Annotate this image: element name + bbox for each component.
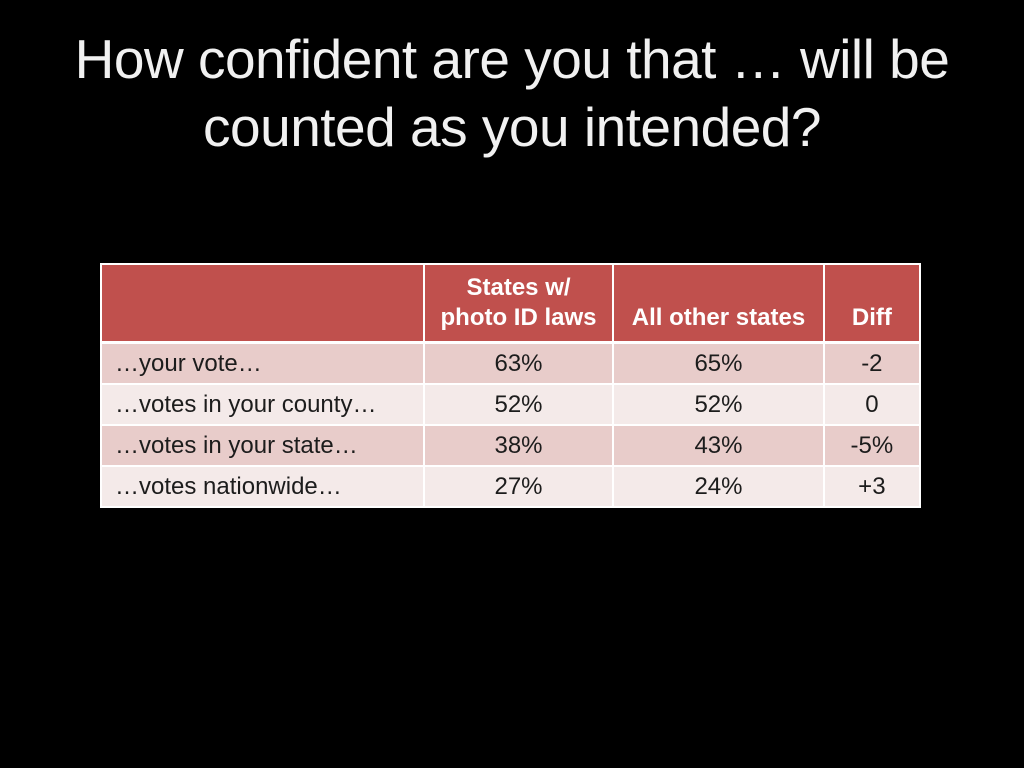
header-cell-empty [100,263,425,344]
value-all-other-states: 52% [612,383,825,426]
survey-results-table-container: States w/ photo ID laws All other states… [100,263,922,508]
value-photo-id-states: 27% [422,465,615,508]
row-label: …your vote… [100,341,425,385]
value-diff: 0 [822,383,922,426]
table-row-votes-county: …votes in your county… 52% 52% 0 [100,383,922,426]
value-all-other-states: 65% [612,341,825,385]
value-diff: +3 [822,465,922,508]
header-cell-all-other-states: All other states [612,263,825,344]
header-photo-id-line-2: photo ID laws [440,304,597,331]
header-cell-diff: Diff [822,263,922,344]
header-cell-photo-id-states: States w/ photo ID laws [422,263,615,344]
value-photo-id-states: 52% [422,383,615,426]
header-photo-id-line-1: States w/ [466,274,571,301]
slide-title: How confident are you that … will be cou… [0,26,1024,161]
table-header-row: States w/ photo ID laws All other states… [100,263,922,344]
table-row-votes-nationwide: …votes nationwide… 27% 24% +3 [100,465,922,508]
table-row-your-vote: …your vote… 63% 65% -2 [100,341,922,385]
value-all-other-states: 43% [612,424,825,467]
row-label: …votes nationwide… [100,465,425,508]
value-diff: -2 [822,341,922,385]
slide-title-line-1: How confident are you that … will be [74,28,950,90]
value-all-other-states: 24% [612,465,825,508]
value-photo-id-states: 63% [422,341,615,385]
row-label: …votes in your county… [100,383,425,426]
value-photo-id-states: 38% [422,424,615,467]
row-label: …votes in your state… [100,424,425,467]
table-row-votes-state: …votes in your state… 38% 43% -5% [100,424,922,467]
value-diff: -5% [822,424,922,467]
survey-results-table: States w/ photo ID laws All other states… [100,263,922,508]
slide-title-line-2: counted as you intended? [203,95,821,158]
